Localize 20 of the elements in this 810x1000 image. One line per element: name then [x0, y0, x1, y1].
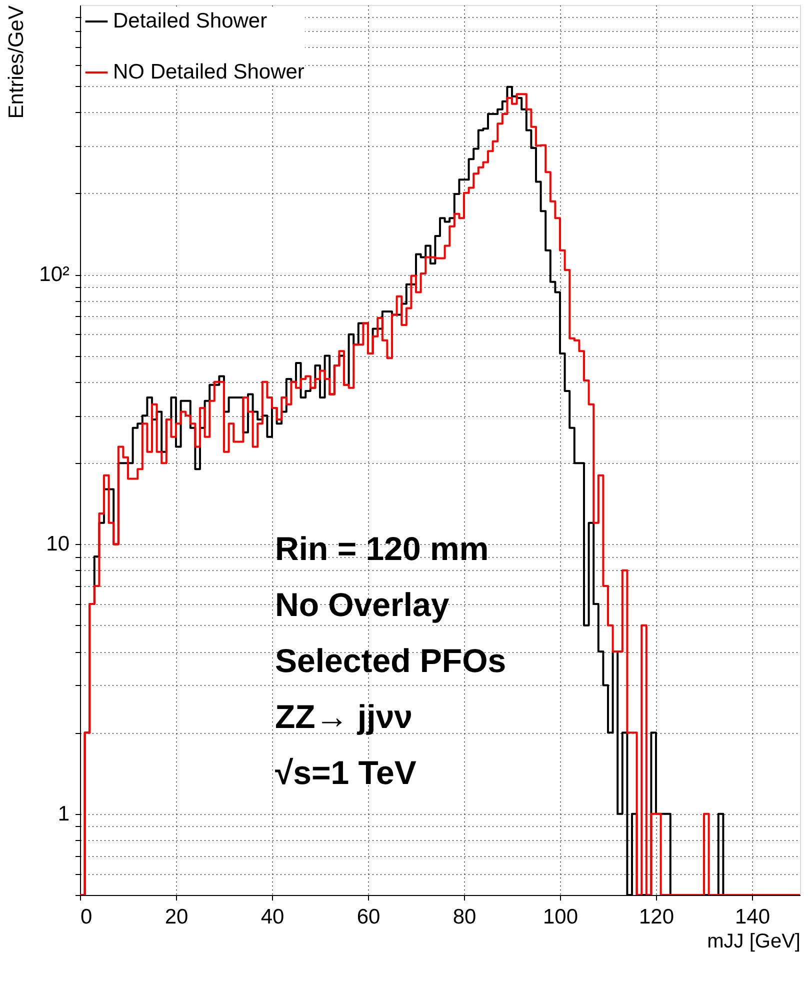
y-tick-label: 1 [58, 802, 70, 826]
annotation: ZZ→ jjνν [275, 698, 413, 735]
x-tick-label: 40 [260, 906, 284, 928]
legend-label: NO Detailed Shower [113, 60, 304, 84]
x-tick-label: 100 [542, 906, 578, 928]
x-tick-label: 140 [734, 906, 770, 928]
x-tick-label: 80 [452, 906, 476, 928]
annotation: No Overlay [275, 586, 450, 623]
y-axis-title: Entries/GeV [5, 6, 28, 119]
x-tick-label: 60 [356, 906, 380, 928]
annotation: Rin = 120 mm [275, 530, 489, 567]
y-tick-label: 10 [46, 532, 70, 556]
annotation: Selected PFOs [275, 642, 506, 679]
annotation: √s=1 TeV [275, 754, 416, 791]
x-tick-label: 0 [80, 906, 92, 928]
y-tick-label: 10² [39, 263, 70, 286]
x-axis-title: mJJ [GeV] [707, 930, 800, 952]
legend-label: Detailed Shower [113, 10, 268, 32]
x-tick-label: 120 [638, 906, 674, 928]
x-tick-label: 20 [164, 906, 188, 928]
